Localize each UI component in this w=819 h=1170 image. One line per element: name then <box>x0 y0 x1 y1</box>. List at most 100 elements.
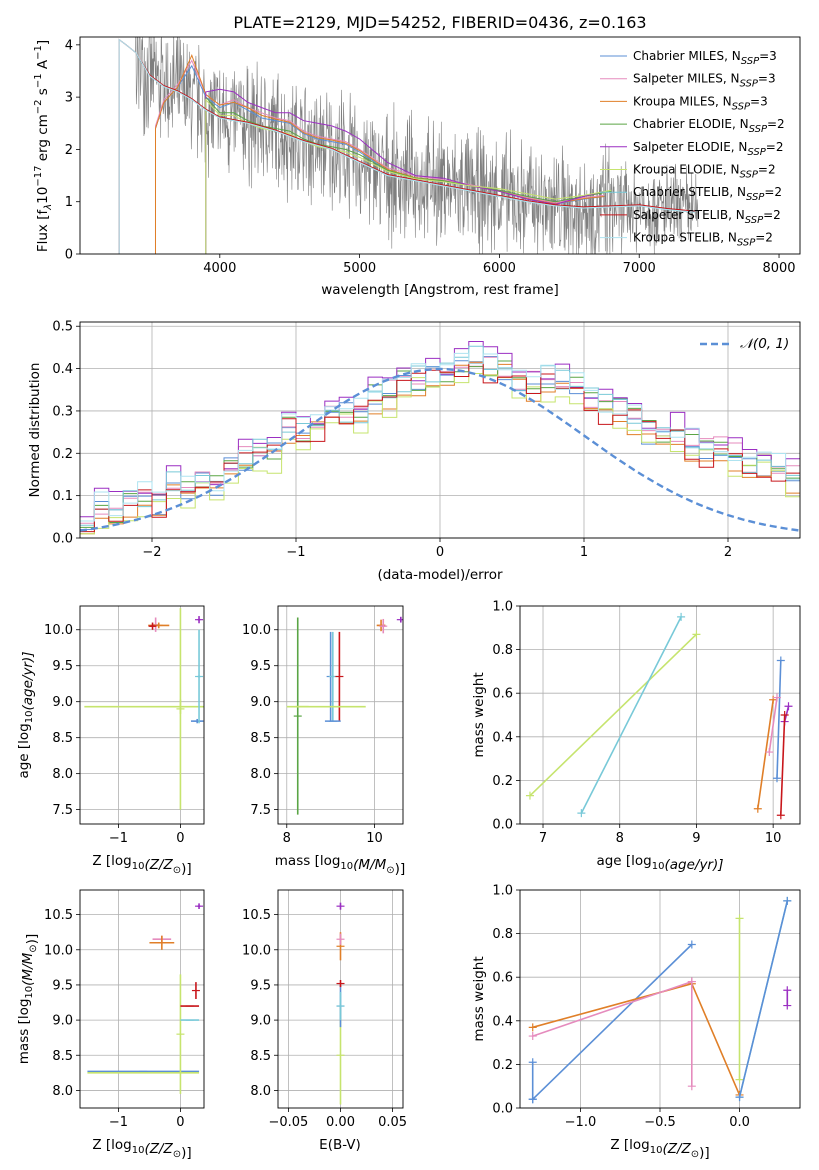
x-tick-label: 0 <box>176 831 184 846</box>
x-axis-label: Z [log10(Z/Z⊙)] <box>92 853 191 877</box>
x-axis-label-part: ⊙ <box>173 865 181 876</box>
y-tick-label: 9.5 <box>52 659 73 674</box>
y-axis-label-part: −1 <box>33 45 44 60</box>
axes-frame <box>519 889 801 1109</box>
legend-entry-part: SSP <box>747 147 766 158</box>
y-tick-label: 0.6 <box>492 971 513 986</box>
legend-entry: Kroupa MILES, NSSP=3 <box>633 94 768 112</box>
legend-entry-part: =3 <box>758 72 776 86</box>
axes-frame <box>277 605 404 825</box>
data-point <box>687 940 696 949</box>
legend-entry-part: SSP <box>746 192 765 203</box>
panel-spectrum: 4000 5000 6000 7000 8000 0 1 2 3 4 Chabrier MILES,… <box>33 36 801 298</box>
legend-entry-part: =2 <box>758 163 776 177</box>
y-axis-label: mass [log10(M/M⊙)] <box>16 934 40 1064</box>
y-tick-label: 0.6 <box>492 687 513 702</box>
data-point <box>783 986 792 995</box>
x-tick-label: 0.00 <box>326 1115 355 1130</box>
residual-histogram <box>80 362 800 533</box>
y-axis-label-part: ⊙ <box>28 944 39 952</box>
plot-area <box>336 902 345 1105</box>
data-point <box>772 774 781 783</box>
x-tick-label: 9 <box>692 831 700 846</box>
data-point <box>776 656 785 665</box>
y-tick-label: 8.0 <box>250 1084 271 1099</box>
legend-entry-part: =3 <box>759 49 777 63</box>
x-axis-label-part: 10 <box>650 1145 663 1156</box>
y-tick-label: 9.0 <box>250 1014 271 1029</box>
data-point <box>687 977 696 986</box>
legend-entry-part: =3 <box>750 94 768 108</box>
x-tick-label: 8 <box>616 831 624 846</box>
y-tick-label: 1 <box>65 195 73 210</box>
data-point <box>753 804 762 813</box>
y-tick-label: 8.5 <box>52 1049 73 1064</box>
data-point <box>780 711 789 719</box>
y-tick-label: 10.5 <box>44 908 73 923</box>
weight-line <box>768 697 778 753</box>
model-spectrum-line <box>205 95 612 254</box>
data-point <box>783 896 792 905</box>
data-point <box>772 693 781 702</box>
legend-entry-part: SSP <box>745 215 764 226</box>
panel-residuals: −2 −1 0 1 2 0.0 0.1 0.2 0.3 0.4 0.5 𝒩(0, 1) (data-mo… <box>27 320 801 583</box>
data-point <box>528 1095 537 1104</box>
y-tick-label: 0.0 <box>492 818 513 833</box>
x-tick-label: −1 <box>286 545 305 560</box>
x-tick-label: 2 <box>724 545 732 560</box>
y-tick-label: 9.5 <box>250 978 271 993</box>
x-axis-label-part: 10 <box>132 861 145 872</box>
y-tick-label: 2 <box>65 143 73 158</box>
legend-entry-part: Salpeter STELIB, N <box>633 208 745 222</box>
panel-mass_vs_EBV: −0.05 0.00 0.05 8.0 8.5 9.0 9.5 10.0 10.5 E(B-V) <box>242 889 407 1153</box>
data-point <box>692 630 701 639</box>
y-tick-label: 10.5 <box>242 908 271 923</box>
y-tick-label: 8.5 <box>250 1049 271 1064</box>
y-tick-label: 7.5 <box>52 803 73 818</box>
data-point <box>735 1093 744 1102</box>
y-tick-label: 0.2 <box>492 1058 513 1073</box>
legend-entry-part: =2 <box>755 231 773 245</box>
y-tick-label: 8.0 <box>52 1084 73 1099</box>
y-tick-label: 0.3 <box>52 404 73 419</box>
y-axis-label-part: A <box>35 59 51 73</box>
weight-line <box>529 633 697 797</box>
data-point <box>577 809 586 818</box>
y-tick-label: 8.0 <box>250 767 271 782</box>
y-tick-label: 0.4 <box>52 362 73 377</box>
data-point <box>677 612 686 621</box>
legend-entry-part: Chabrier STELIB, N <box>633 185 746 199</box>
x-tick-label: −1 <box>109 831 128 846</box>
y-tick-label: 9.5 <box>250 659 271 674</box>
y-tick-label: 0.4 <box>492 1014 513 1029</box>
x-axis-label-part: 10 <box>652 861 665 872</box>
y-tick-label: 10.0 <box>242 943 271 958</box>
plot-area <box>84 608 204 810</box>
legend-entry-part: =2 <box>764 185 782 199</box>
x-tick-label: −1.0 <box>565 1115 597 1130</box>
y-tick-label: 7.5 <box>250 803 271 818</box>
legend-entry: Kroupa ELODIE, NSSP=2 <box>633 163 776 181</box>
legend-entry-part: =2 <box>766 140 784 154</box>
plot-area <box>80 341 800 535</box>
weight-line <box>580 616 682 814</box>
legend-entry: Kroupa STELIB, NSSP=2 <box>633 231 773 249</box>
axes-frame <box>79 605 205 825</box>
axes-frame <box>277 889 404 1109</box>
x-axis-label: wavelength [Angstrom, rest frame] <box>321 282 559 298</box>
x-axis-label-part: 10 <box>132 1145 145 1156</box>
x-axis-label: E(B-V) <box>319 1137 361 1153</box>
legend-entry-part: =2 <box>763 208 781 222</box>
x-axis-label-part: )] <box>395 861 406 877</box>
gaussian-curve <box>80 367 800 532</box>
legend-entry: Chabrier STELIB, NSSP=2 <box>633 185 782 203</box>
data-point <box>765 748 774 757</box>
weight-line <box>757 699 774 809</box>
legend-entry-part: Salpeter ELODIE, N <box>633 140 747 154</box>
x-axis-label-part: )] <box>181 861 192 877</box>
y-axis-label-part: ] <box>35 40 51 45</box>
x-tick-label: −2 <box>142 545 161 560</box>
